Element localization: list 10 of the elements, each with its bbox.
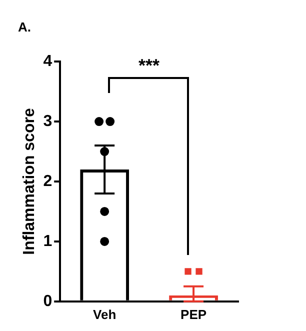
y-tick-label: 3 <box>43 112 52 130</box>
annotation: *** <box>138 56 160 76</box>
y-tick-label: 4 <box>43 53 52 70</box>
y-tick-label: 2 <box>43 172 52 190</box>
x-tick-label: PEP <box>180 306 207 322</box>
y-tick-label: 0 <box>43 292 52 310</box>
x-tick-label: Veh <box>93 306 116 322</box>
chart-title: A. <box>18 19 31 34</box>
y-axis-title: Inflammation score <box>21 108 38 255</box>
y-tick-label: 1 <box>43 232 52 250</box>
